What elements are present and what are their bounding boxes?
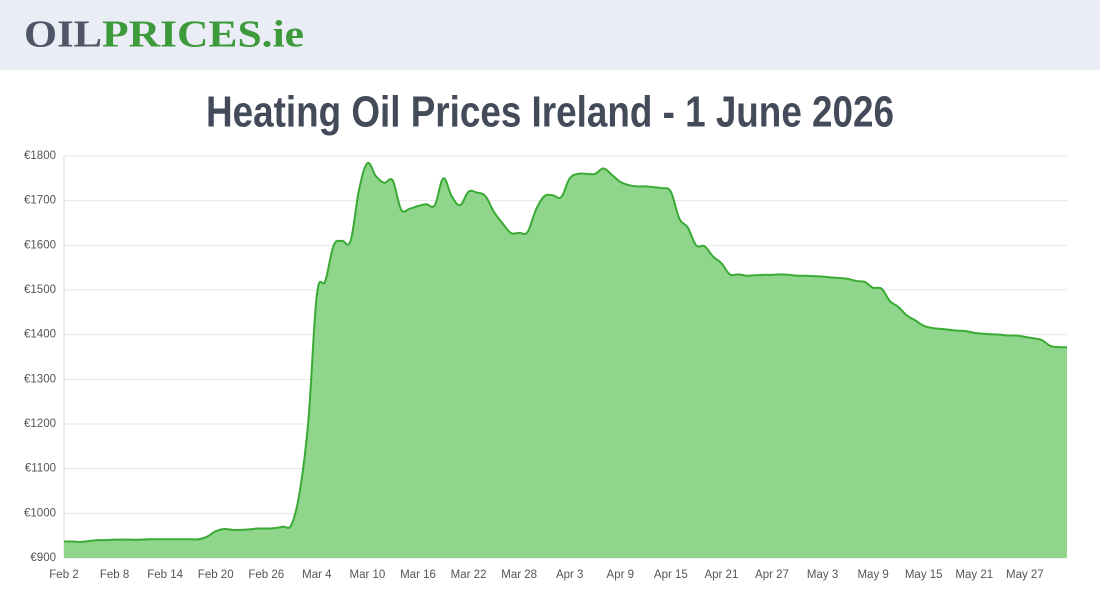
area-fill <box>64 162 1067 558</box>
logo-oil[interactable]: OIL <box>24 14 102 56</box>
x-tick-label: Apr 27 <box>755 569 789 581</box>
y-tick-label: €1100 <box>25 463 56 475</box>
x-tick-label: Mar 4 <box>302 569 332 581</box>
x-tick-label: Mar 28 <box>501 569 537 581</box>
x-tick-label: Feb 14 <box>147 569 183 581</box>
logo-prices[interactable]: PRICES.ie <box>102 14 304 56</box>
x-tick-label: May 21 <box>955 569 993 581</box>
x-tick-label: May 15 <box>905 569 943 581</box>
x-tick-label: Mar 16 <box>400 569 436 581</box>
y-tick-label: €1800 <box>24 150 56 162</box>
y-tick-label: €1000 <box>24 507 56 519</box>
y-tick-label: €1400 <box>24 329 56 341</box>
x-tick-label: Feb 26 <box>248 569 284 581</box>
x-tick-label: May 9 <box>857 569 888 581</box>
x-tick-label: Apr 15 <box>654 569 688 581</box>
chart-title: Heating Oil Prices Ireland - 1 June 2026 <box>206 88 894 137</box>
x-tick-label: Feb 8 <box>100 569 129 581</box>
x-tick-label: Apr 21 <box>704 569 738 581</box>
x-tick-label: Feb 2 <box>49 569 78 581</box>
x-tick-label: May 3 <box>807 569 838 581</box>
x-tick-label: Feb 20 <box>198 569 234 581</box>
y-tick-label: €1700 <box>24 195 56 207</box>
header-bar <box>0 0 1100 70</box>
y-tick-label: €1500 <box>24 284 56 296</box>
y-tick-label: €1300 <box>24 373 56 385</box>
x-tick-label: Mar 22 <box>451 569 487 581</box>
x-tick-label: Mar 10 <box>350 569 386 581</box>
line <box>63 161 1068 543</box>
y-tick-label: €900 <box>30 552 56 564</box>
x-tick-label: Apr 9 <box>607 569 635 581</box>
x-tick-label: Apr 3 <box>556 569 584 581</box>
x-tick-label: May 27 <box>1006 569 1044 581</box>
y-tick-label: €1600 <box>24 239 56 251</box>
y-tick-label: €1200 <box>24 418 56 430</box>
